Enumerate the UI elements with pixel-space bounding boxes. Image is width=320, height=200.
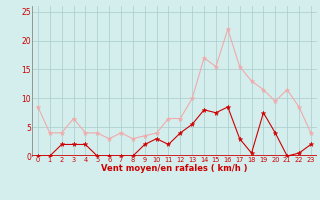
X-axis label: Vent moyen/en rafales ( km/h ): Vent moyen/en rafales ( km/h ) xyxy=(101,164,248,173)
